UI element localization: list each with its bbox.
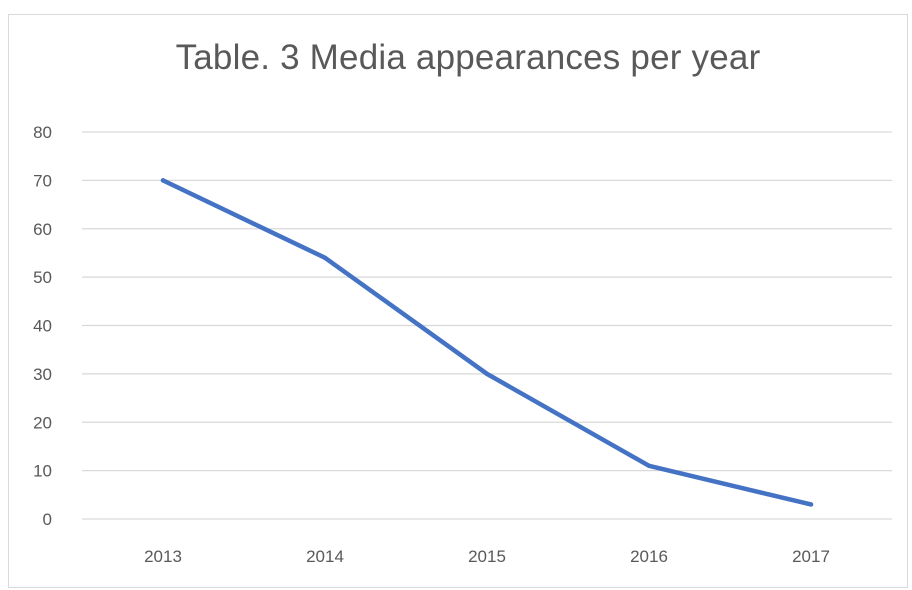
y-tick-label: 80 bbox=[33, 123, 52, 142]
series-layer bbox=[160, 178, 814, 507]
gridlines bbox=[82, 131, 892, 520]
data-point-2015 bbox=[484, 371, 490, 377]
y-tick-label: 40 bbox=[33, 317, 52, 336]
y-tick-label: 0 bbox=[43, 510, 52, 529]
x-axis-ticks: 2013 2014 2015 2016 2017 bbox=[144, 547, 830, 566]
x-tick-label: 2017 bbox=[792, 547, 830, 566]
data-point-2017 bbox=[808, 502, 814, 507]
chart-title: Table. 3 Media appearances per year bbox=[175, 38, 761, 77]
data-point-2014 bbox=[322, 255, 328, 260]
x-tick-label: 2015 bbox=[468, 547, 506, 566]
y-tick-label: 60 bbox=[33, 220, 52, 239]
x-tick-label: 2014 bbox=[306, 547, 344, 566]
y-axis-ticks: 0 10 20 30 40 50 60 70 80 bbox=[33, 123, 52, 529]
y-tick-label: 10 bbox=[33, 462, 52, 481]
y-tick-label: 30 bbox=[33, 365, 52, 384]
x-tick-label: 2013 bbox=[144, 547, 182, 566]
data-point-2016 bbox=[646, 463, 652, 468]
y-tick-label: 70 bbox=[33, 171, 52, 190]
x-tick-label: 2016 bbox=[630, 547, 668, 566]
y-tick-label: 20 bbox=[33, 413, 52, 432]
y-tick-label: 50 bbox=[33, 268, 52, 287]
data-point-2013 bbox=[160, 178, 166, 183]
